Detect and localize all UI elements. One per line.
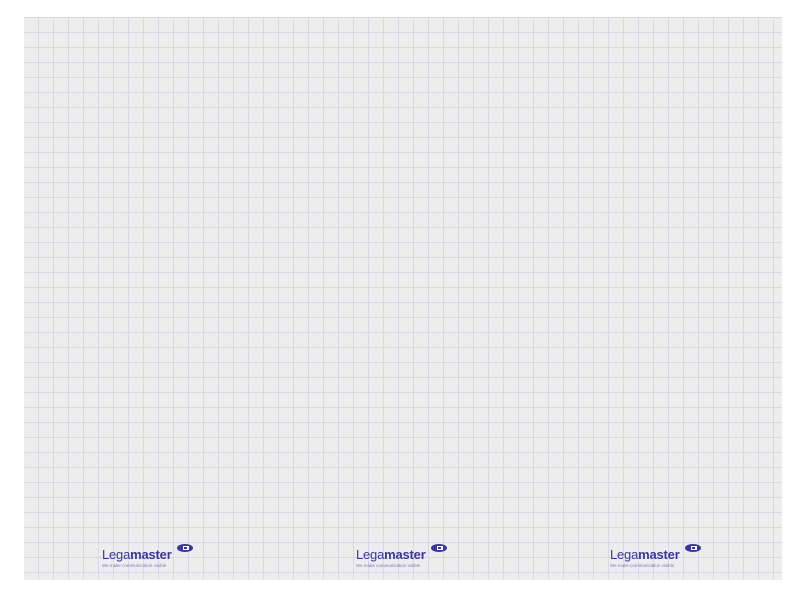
- brand-light: Lega: [356, 547, 385, 562]
- tagline: We make communication visible: [610, 563, 675, 568]
- grid-sheet: Legamaster We make communication visible…: [24, 17, 782, 580]
- brand-bold: master: [638, 547, 680, 562]
- legamaster-pen-logo-icon: [177, 544, 193, 552]
- tagline: We make communication visible: [102, 563, 167, 568]
- brand-light: Lega: [610, 547, 639, 562]
- legamaster-pen-logo-icon: [685, 544, 701, 552]
- brand-bold: master: [384, 547, 426, 562]
- legamaster-pen-logo-icon: [431, 544, 447, 552]
- legamaster-logo: Legamaster We make communication visible: [356, 541, 456, 571]
- legamaster-logo: Legamaster We make communication visible: [102, 541, 202, 571]
- brand-bold: master: [130, 547, 172, 562]
- legamaster-logo: Legamaster We make communication visible: [610, 541, 710, 571]
- tagline: We make communication visible: [356, 563, 421, 568]
- brand-light: Lega: [102, 547, 131, 562]
